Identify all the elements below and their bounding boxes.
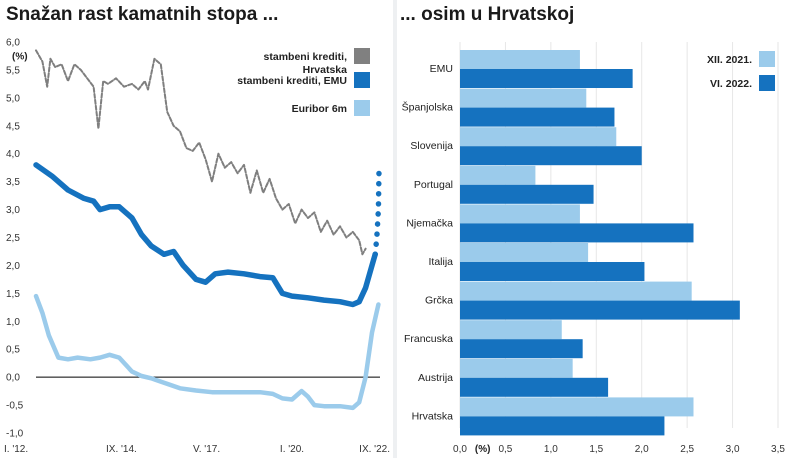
y-tick-label: 2,5 (6, 233, 20, 244)
x-tick-label: IX. '14. (106, 444, 137, 455)
y-tick-label: 0,5 (6, 345, 20, 356)
category-label: EMU (430, 63, 453, 75)
series-line-stambeni-krediti-emu (33, 162, 378, 308)
y-tick-label: -0,5 (6, 401, 24, 412)
y-tick-label: 2,0 (6, 261, 20, 272)
x-tick-label: 2,5 (680, 444, 694, 455)
bar-dec-2021 (460, 165, 536, 185)
y-tick-label: 0,0 (6, 373, 20, 384)
x-tick-label: 1,0 (544, 444, 558, 455)
y-tick-label: 1,0 (6, 317, 20, 328)
x-tick-label: 2,0 (635, 444, 649, 455)
bar-jun-2022 (460, 416, 665, 436)
bar-jun-2022 (460, 223, 694, 243)
bar-dec-2021 (460, 88, 587, 108)
y-tick-label: 4,5 (6, 121, 20, 132)
panel-divider (393, 0, 397, 458)
y-tick-label: 4,0 (6, 149, 20, 160)
series-line-stambeni-krediti-hrvatska (35, 49, 367, 256)
y-tick-label: 3,0 (6, 205, 20, 216)
bar-jun-2022 (460, 300, 740, 320)
series-line-stambeni-krediti-emu-projekcija (372, 167, 382, 258)
category-label: Slovenija (410, 140, 453, 152)
bar-dec-2021 (460, 127, 617, 147)
bar-jun-2022 (460, 69, 633, 88)
series-line-euribor-6m (33, 293, 381, 411)
bar-dec-2021 (460, 397, 694, 417)
category-label: Portugal (414, 179, 453, 191)
category-label: Italija (428, 256, 453, 268)
x-tick-label: V. '17. (193, 444, 220, 455)
y-tick-label: -1,0 (6, 429, 24, 440)
legend-label: VI. 2022. (710, 78, 752, 90)
bar-jun-2022 (460, 262, 645, 281)
legend-swatch (354, 72, 370, 88)
x-tick-label: IX. '22. (359, 444, 390, 455)
y-tick-label: 5,0 (6, 93, 20, 104)
line-chart: 6,0 5,5 5,0 4,5 4,0 3,5 3,0 2,5 2,0 1,5 1,0 0,5 0,0 -… (4, 38, 390, 456)
category-label: Austrija (418, 372, 453, 384)
category-label: Francuska (404, 333, 453, 345)
bar-dec-2021 (460, 243, 589, 262)
bar-dec-2021 (460, 358, 573, 378)
legend-label: Hrvatska (303, 64, 348, 76)
x-tick-label: 3,0 (726, 444, 740, 455)
bar-jun-2022 (460, 146, 642, 166)
x-tick-label: I. '12. (4, 444, 28, 455)
left-chart-title: Snažan rast kamatnih stopa ... (6, 4, 279, 25)
x-tick-label: I. '20. (280, 444, 304, 455)
x-tick-label: 0,5 (498, 444, 512, 455)
legend-swatch (759, 51, 775, 67)
bar-jun-2022 (460, 184, 594, 204)
category-label: Njemačka (406, 217, 453, 229)
bar-jun-2022 (460, 339, 583, 359)
bar-dec-2021 (460, 320, 562, 340)
y-unit-label: (%) (12, 51, 28, 62)
y-tick-label: 1,5 (6, 289, 20, 300)
legend-swatch (759, 75, 775, 91)
legend-label: stambeni krediti, (264, 51, 348, 63)
bar-dec-2021 (460, 204, 580, 224)
y-tick-label: 6,0 (6, 38, 20, 49)
bar-dec-2021 (460, 50, 580, 69)
category-label: Grčka (425, 295, 453, 307)
category-label: Hrvatska (412, 410, 454, 422)
y-tick-label: 5,5 (6, 65, 20, 76)
y-tick-label: 3,5 (6, 177, 20, 188)
legend-label: stambeni krediti, EMU (237, 75, 347, 87)
left-chart-panel: Snažan rast kamatnih stopa ... 6,0 5,5 5,0… (0, 0, 392, 458)
right-chart-title: ... osim u Hrvatskoj (400, 4, 575, 25)
x-tick-label: 3,5 (771, 444, 785, 455)
right-chart-panel: ... osim u Hrvatskoj 0,0 0,5 1,0 1,5 2,0 2,5 3… (398, 0, 800, 458)
bar-jun-2022 (460, 377, 609, 397)
category-label: Španjolska (402, 101, 454, 114)
bar-chart: 0,0 0,5 1,0 1,5 2,0 2,5 3,0 3,5 (%) EMU Španjolska… (402, 42, 785, 455)
x-tick-label: 0,0 (453, 444, 467, 455)
legend-swatch (354, 100, 370, 116)
legend-swatch (354, 48, 370, 64)
legend-label: Euribor 6m (292, 103, 347, 115)
x-unit-label: (%) (475, 444, 491, 455)
bar-dec-2021 (460, 281, 692, 301)
legend-label: XII. 2021. (707, 54, 752, 66)
bar-jun-2022 (460, 107, 615, 127)
x-tick-label: 1,5 (589, 444, 603, 455)
